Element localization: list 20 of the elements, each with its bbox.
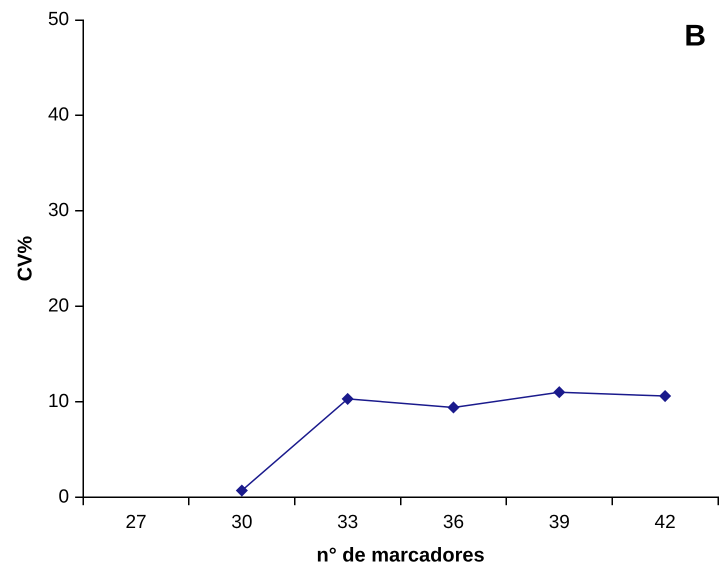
- point: [342, 393, 354, 405]
- x-tick-label: 33: [337, 512, 358, 533]
- x-tick-label: 39: [548, 512, 570, 533]
- point: [554, 386, 566, 398]
- point: [448, 402, 460, 414]
- annotation: B: [684, 19, 706, 52]
- y-tick-label: 30: [48, 200, 70, 222]
- y-tick-label: 40: [48, 104, 70, 126]
- x-tick-label: 30: [231, 512, 252, 533]
- x-axis-title: n° de marcadores: [316, 544, 485, 567]
- point: [659, 390, 671, 402]
- x-tick-label: 36: [442, 512, 464, 533]
- y-axis-title: CV%: [14, 236, 37, 282]
- y-tick-label: 20: [48, 296, 70, 317]
- y-tick-label: 10: [48, 390, 70, 412]
- y-tick-label: 50: [48, 9, 70, 30]
- point: [236, 484, 248, 496]
- x-tick-label: 42: [654, 512, 676, 533]
- y-tick-label: 0: [58, 486, 70, 508]
- x-tick-label: 27: [125, 512, 147, 533]
